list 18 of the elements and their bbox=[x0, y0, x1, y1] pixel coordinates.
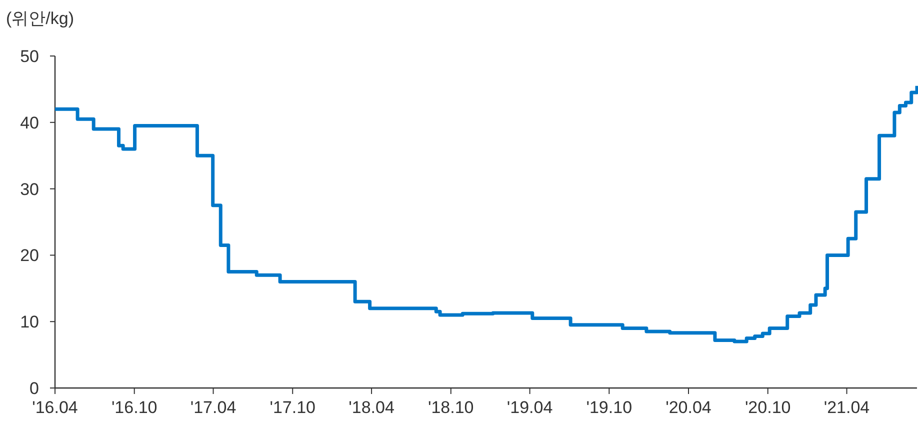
y-tick-label: 10 bbox=[20, 312, 39, 332]
x-tick-label: '19.04 bbox=[506, 398, 553, 417]
y-tick-label: 50 bbox=[20, 47, 39, 66]
y-tick-label: 40 bbox=[20, 113, 39, 132]
x-tick-label: '21.04 bbox=[824, 398, 870, 417]
x-tick-label: '16.10 bbox=[111, 398, 158, 417]
y-tick-label: 20 bbox=[20, 246, 39, 266]
x-tick-label: '16.04 bbox=[32, 398, 78, 417]
y-axis-title: (위안/kg) bbox=[6, 9, 74, 28]
x-tick-label: '18.10 bbox=[428, 398, 474, 417]
x-tick-label: '19.10 bbox=[586, 398, 632, 417]
x-tick-label: '18.04 bbox=[348, 398, 394, 417]
x-tick-label: '17.04 bbox=[190, 398, 236, 417]
x-tick-label: '17.10 bbox=[270, 398, 316, 417]
y-tick-label: 30 bbox=[20, 180, 39, 199]
y-tick-label: 0 bbox=[30, 379, 39, 398]
x-tick-label: '20.04 bbox=[666, 398, 712, 417]
x-tick-label: '20.10 bbox=[744, 398, 791, 417]
